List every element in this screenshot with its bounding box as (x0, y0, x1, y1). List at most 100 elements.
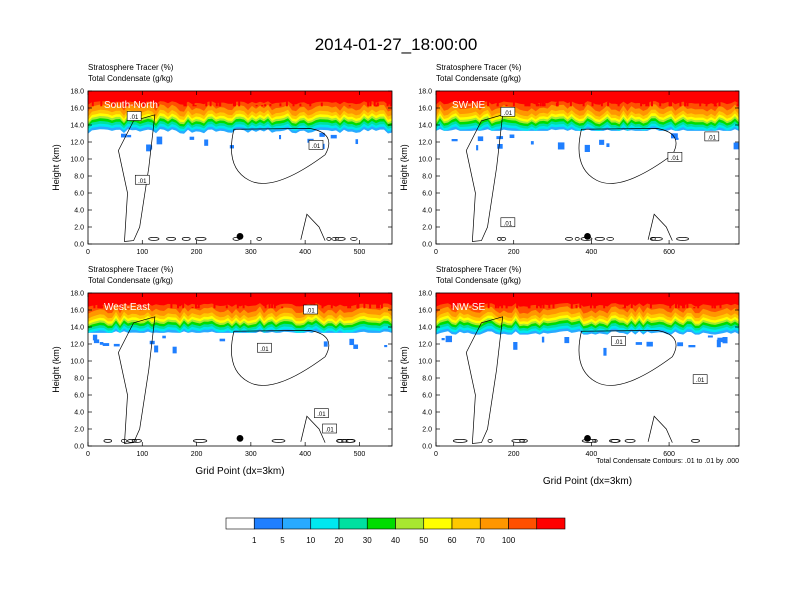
condensate-cell (487, 439, 493, 443)
y-tick-label: 8.0 (422, 174, 432, 181)
y-tick-label: 2.0 (74, 427, 84, 434)
tracer-patch (162, 335, 166, 339)
tracer-spike (349, 302, 352, 309)
tracer-spike (718, 98, 721, 107)
tracer-patch (204, 139, 209, 146)
tracer-spike (299, 103, 302, 107)
tracer-spike (279, 103, 282, 107)
figure-title: 2014-01-27_18:00:00 (315, 35, 478, 54)
tracer-spike (516, 299, 519, 309)
tracer-patch (635, 342, 643, 345)
tracer-spike (184, 95, 187, 107)
y-tick-label: 14.0 (70, 123, 84, 130)
tracer-spike (542, 301, 545, 309)
tracer-spike (330, 298, 333, 309)
tracer-spike (693, 307, 696, 309)
tracer-patch (384, 345, 388, 348)
tracer-spike (97, 299, 100, 309)
tracer-spike (714, 96, 717, 107)
tracer-spike (682, 305, 684, 309)
tracer-spike (699, 101, 702, 107)
y-tick-label: 4.0 (422, 208, 432, 215)
plot-area: .01 .01 .01 .01 SW-NE (436, 91, 739, 244)
contour-label-box (500, 217, 516, 228)
tracer-spike (582, 95, 585, 107)
condensate-contour (118, 316, 156, 444)
tracer-spike (669, 297, 672, 309)
plot-area: .01 .01 .01 South-North (88, 91, 392, 244)
tracer-patch (476, 145, 479, 151)
x-tick-label: 500 (354, 249, 366, 256)
tracer-spike (645, 96, 648, 107)
y-tick-label: 0.0 (422, 242, 432, 249)
tracer-spike (528, 298, 531, 309)
x-tick-label: 400 (299, 249, 311, 256)
tracer-spike (264, 298, 267, 309)
tracer-patch (349, 338, 355, 346)
tracer-spike (697, 299, 700, 309)
tracer-spike (157, 103, 160, 107)
tracer-spike (238, 98, 241, 107)
plot-area: .01 .01 .01 .01 West-East (88, 293, 392, 446)
y-tick-label: 4.0 (422, 410, 432, 417)
y-tick-label: 18.0 (418, 291, 432, 298)
tracer-spike (377, 303, 380, 309)
tracer-spike (369, 97, 372, 107)
tracer-spike (575, 304, 578, 309)
x-tick-label: 200 (191, 451, 203, 458)
condensate-cell (350, 237, 358, 241)
panel-name: West-East (104, 302, 150, 313)
panel-title-condensate: Total Condensate (g/kg) (88, 74, 173, 83)
contour-label-box (500, 106, 516, 117)
tracer-spike (536, 305, 538, 309)
tracer-spike (686, 96, 689, 107)
tracer-spike (389, 98, 392, 107)
plot-frame (87, 292, 393, 447)
tracer-patch (330, 134, 337, 139)
tracer-spike (347, 303, 350, 309)
condensate-cell (519, 439, 528, 443)
tracer-spike (647, 95, 650, 107)
tracer-spike (570, 298, 573, 309)
tracer-patch (279, 135, 282, 140)
contour-label: .01 (306, 309, 315, 315)
contour-label-box (692, 374, 708, 385)
condensate-contour (578, 330, 677, 386)
tracer-patch (477, 136, 484, 142)
colorbar-label: 50 (419, 536, 428, 545)
tracer-spike (195, 304, 197, 309)
tracer-spike (170, 300, 173, 309)
tracer-spike (93, 300, 96, 309)
plot-frame (435, 90, 740, 245)
contour-label: .01 (260, 347, 269, 353)
contour-label-box (322, 423, 337, 434)
x-tick-label: 200 (508, 249, 520, 256)
tracer-patch (646, 341, 653, 347)
y-tick-label: 10.0 (418, 157, 432, 164)
colorbar-label: 5 (280, 536, 285, 545)
tracer-spike (218, 95, 221, 107)
tracer-spike (140, 303, 143, 309)
contour-label: .01 (130, 115, 139, 121)
tracer-patch (172, 346, 177, 354)
tracer-spike (313, 300, 316, 309)
tracer-patch (497, 144, 503, 149)
tracer-patch (445, 335, 453, 343)
condensate-cell (148, 237, 160, 241)
x-tick-label: 600 (663, 451, 675, 458)
y-tick-label: 2.0 (422, 225, 432, 232)
condensate-cell (691, 439, 700, 443)
tracer-bands (88, 91, 392, 152)
x-tick-label: 200 (191, 249, 203, 256)
tracer-patch (671, 133, 678, 139)
tracer-spike (209, 95, 212, 107)
tracer-spike (373, 100, 376, 107)
tracer-spike (357, 302, 359, 309)
y-axis-label: Height (km) (399, 346, 409, 393)
colorbar-swatch (395, 517, 425, 530)
location-marker (584, 232, 591, 240)
contour-label-box (134, 174, 150, 185)
tracer-spike (292, 98, 295, 107)
x-tick-label: 400 (299, 451, 311, 458)
